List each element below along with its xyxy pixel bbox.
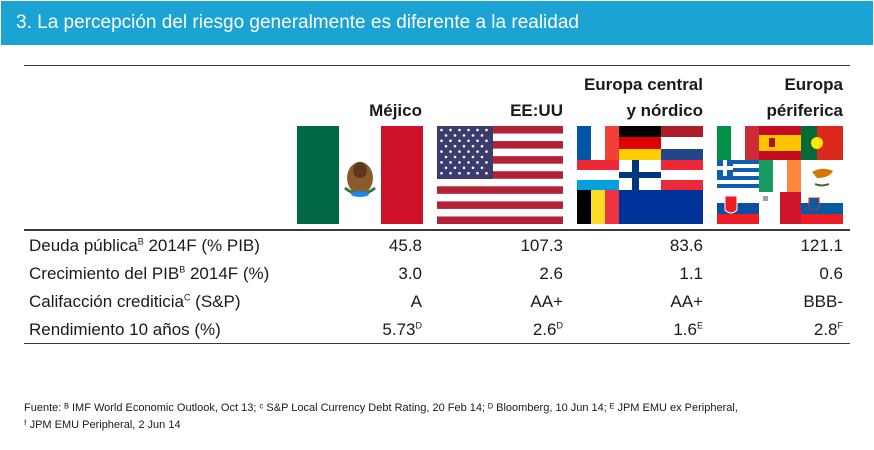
usa-stars <box>440 128 488 175</box>
table-cell: 1.6E <box>673 318 703 342</box>
table-cell: 83.6 <box>670 234 703 258</box>
row-label-superscript: C <box>183 292 191 303</box>
row-label-text: Deuda pública <box>29 236 138 255</box>
row-label: Califacción crediticiaC (S&P) <box>29 290 241 314</box>
table-cell: 107.3 <box>520 234 563 258</box>
table-cell: AA+ <box>670 290 703 314</box>
column-header-usa: EE:UU <box>510 98 563 124</box>
row-label: Rendimiento 10 años (%) <box>29 318 221 342</box>
table-bottom-rule <box>24 343 850 344</box>
table-cell: 45.8 <box>389 234 422 258</box>
row-label-tail: (S&P) <box>190 292 241 311</box>
row-label-superscript: B <box>179 264 186 275</box>
title-banner: 3. La percepción del riesgo generalmente… <box>1 1 873 45</box>
table-cell: A <box>411 290 422 314</box>
table-cell: 3.0 <box>398 262 422 286</box>
cell-superscript: E <box>696 320 703 331</box>
row-label: Deuda públicaB 2014F (% PIB) <box>29 234 260 258</box>
row-label-superscript: B <box>137 236 144 247</box>
cell-value: 2.6 <box>532 320 557 339</box>
table-top-rule <box>24 65 850 66</box>
column-header-central-europe: Europa central y nórdico <box>584 72 703 124</box>
cell-superscript: D <box>556 320 564 331</box>
row-label-tail: 2014F (% PIB) <box>143 236 260 255</box>
table-cell: 1.1 <box>679 262 703 286</box>
table-cell: 5.73D <box>382 318 422 342</box>
cell-superscript: F <box>837 320 844 331</box>
cell-value: 3.0 <box>398 264 422 283</box>
row-label-tail: 2014F (%) <box>185 264 270 283</box>
usa-flag-image <box>437 126 563 224</box>
column-header-line1: Méjico <box>369 101 422 120</box>
mexico-flag-image <box>297 126 423 224</box>
cell-value: 107.3 <box>520 236 563 255</box>
cell-value: AA+ <box>670 292 703 311</box>
table-header-rule <box>24 229 850 231</box>
cell-value: 45.8 <box>388 236 422 255</box>
row-label-text: Crecimiento del PIB <box>29 264 180 283</box>
cell-value: 0.6 <box>819 264 843 283</box>
footnote-line1: Fuente: ᴮ IMF World Economic Outlook, Oc… <box>24 402 738 414</box>
table-cell: 121.1 <box>800 234 843 258</box>
row-label-text: Califacción crediticia <box>29 292 184 311</box>
cell-value: 2.6 <box>539 264 563 283</box>
central-nordic-flags-image <box>577 126 703 224</box>
usa-stripes <box>437 126 563 224</box>
table-cell: 0.6 <box>819 262 843 286</box>
cell-value: 1.1 <box>679 264 703 283</box>
cell-superscript: D <box>415 320 423 331</box>
column-header-periphery: Europa périferica <box>766 72 843 124</box>
cell-value: 83.6 <box>669 236 703 255</box>
table-cell: 2.6D <box>533 318 563 342</box>
page-title: 3. La percepción del riesgo generalmente… <box>16 12 579 33</box>
table-cell: AA+ <box>530 290 563 314</box>
cell-value: BBB- <box>803 292 843 311</box>
row-label-text: Rendimiento 10 años (%) <box>29 320 221 339</box>
column-header-line1: EE:UU <box>510 101 563 120</box>
table-cell: BBB- <box>803 290 843 314</box>
cell-value: AA+ <box>530 292 563 311</box>
periphery-flags-image <box>717 126 843 224</box>
cell-value: 121.1 <box>800 236 843 255</box>
column-header-line2: périferica <box>766 101 843 120</box>
column-header-mexico: Méjico <box>369 98 422 124</box>
cell-value: A <box>410 292 422 311</box>
table-cell: 2.8F <box>814 318 843 342</box>
row-label: Crecimiento del PIBB 2014F (%) <box>29 262 269 286</box>
cell-value: 2.8 <box>813 320 838 339</box>
table-cell: 2.6 <box>539 262 563 286</box>
column-header-line1: Europa central <box>583 75 703 94</box>
cell-value: 1.6 <box>673 320 697 339</box>
footnote-line2: ᶠ JPM EMU Peripheral, 2 Jun 14 <box>24 419 181 431</box>
column-header-line1: Europa <box>784 75 843 94</box>
column-header-line2: y nórdico <box>626 101 703 120</box>
cell-value: 5.73 <box>382 320 416 339</box>
